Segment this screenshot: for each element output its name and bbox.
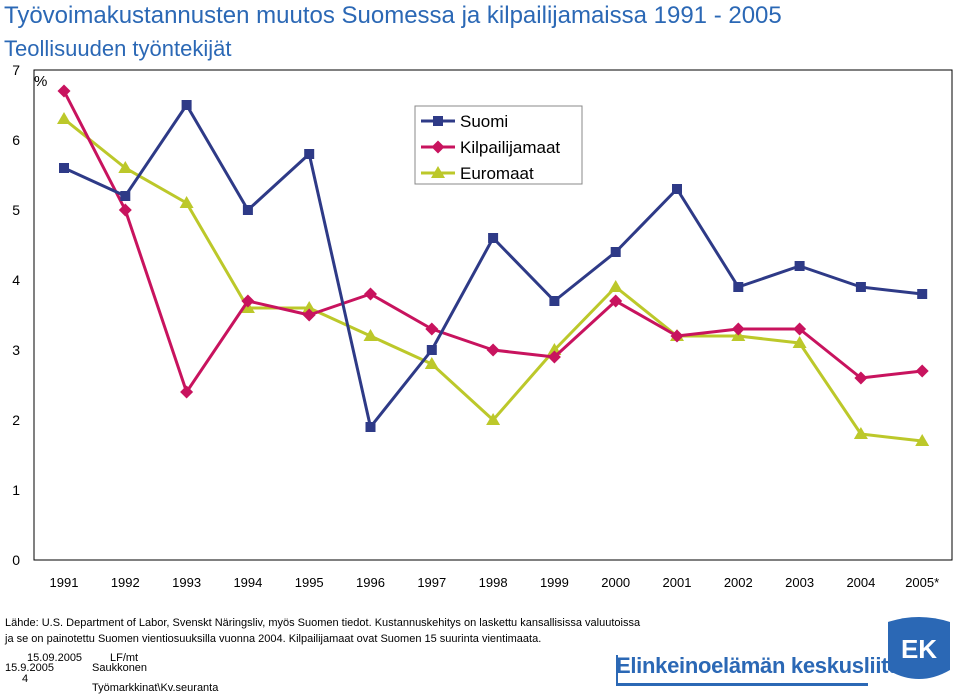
x-tick-label: 1996 [356, 575, 385, 590]
data-point [853, 427, 868, 439]
data-point [120, 191, 131, 201]
data-point [793, 322, 807, 336]
line-chart: 0 1 2 3 4 5 6 7% 1991 1992 1993 1994 1995 1996 1997 19… [12, 62, 953, 590]
footer-page-number: 4 [22, 673, 29, 685]
data-point [917, 289, 928, 299]
series-kilpailijamaat [57, 84, 929, 399]
data-point [733, 282, 744, 292]
data-point [242, 205, 253, 215]
y-tick-label: 0 [12, 552, 20, 568]
plot-area-frame [33, 69, 953, 561]
data-point [304, 149, 315, 159]
data-point [854, 371, 868, 385]
data-point [915, 364, 929, 378]
data-point [363, 329, 378, 341]
data-point [670, 329, 684, 343]
data-point [549, 296, 560, 306]
source-note: Lähde: U.S. Department of Labor, Svenskt… [5, 617, 641, 645]
data-point [425, 322, 439, 336]
x-tick-label: 2002 [724, 575, 753, 590]
ek-logo-mark: EK [901, 634, 937, 664]
x-tick-label: 1993 [172, 575, 201, 590]
data-point [302, 308, 316, 322]
data-point [424, 357, 439, 369]
footer-author-code: LF/mt [110, 652, 139, 664]
data-point [672, 184, 682, 194]
legend-marker [433, 116, 443, 126]
x-tick-label: 1992 [111, 575, 140, 590]
legend-label: Kilpailijamaat [460, 138, 560, 157]
legend-marker [431, 140, 445, 154]
y-tick-label: 2 [12, 412, 20, 428]
data-point [241, 294, 255, 308]
x-tick-label: 2004 [846, 575, 875, 590]
x-tick-label: 1997 [417, 575, 446, 590]
y-tick-label: 5 [12, 202, 20, 218]
y-tick-label: 7 [12, 62, 20, 78]
y-tick-label: 1 [12, 482, 20, 498]
y-tick-label: 4 [12, 272, 20, 288]
y-tick-label: 3 [12, 342, 20, 358]
footer-author: Saukkonen [92, 662, 148, 674]
x-tick-label: 2001 [663, 575, 692, 590]
data-point [608, 280, 623, 292]
data-point [59, 163, 69, 173]
legend-label: Euromaat [460, 164, 534, 183]
data-point [57, 112, 71, 124]
data-point [610, 247, 621, 257]
data-point [180, 385, 194, 399]
data-point [181, 100, 192, 110]
legend-label: Suomi [460, 112, 508, 131]
y-tick-label: 6 [12, 132, 20, 148]
organization-name: Elinkeinoelämän keskusliitto [616, 653, 909, 678]
data-point [426, 345, 437, 355]
data-point [302, 301, 317, 313]
y-axis-label: % [34, 73, 47, 90]
data-point [179, 196, 194, 208]
logo-tick [616, 655, 618, 683]
data-point [855, 282, 866, 292]
data-point [794, 261, 805, 271]
x-tick-label: 2003 [785, 575, 814, 590]
data-point [915, 434, 930, 446]
x-tick-label: 1998 [479, 575, 508, 590]
data-point [365, 422, 376, 432]
series-euromaat [57, 112, 930, 446]
chart-title: Työvoimakustannusten muutos Suomessa ja … [4, 2, 782, 29]
x-tick-label: 1999 [540, 575, 569, 590]
data-point [731, 322, 745, 336]
x-tick-label: 1994 [233, 575, 262, 590]
logo-underline [616, 683, 868, 686]
footer-date-short: 15.9.2005 [5, 662, 54, 674]
data-point [609, 294, 623, 308]
data-point [486, 413, 501, 425]
data-point [486, 343, 500, 357]
data-point [118, 161, 133, 173]
x-tick-label: 2005* [905, 575, 939, 590]
legend-marker [431, 166, 445, 178]
data-point [488, 233, 499, 243]
x-tick-label: 1995 [295, 575, 324, 590]
footer-date: 15.09.2005 [27, 652, 83, 664]
series-suomi [59, 100, 928, 432]
data-point [792, 336, 807, 348]
data-point [57, 84, 71, 98]
data-point [547, 350, 561, 364]
data-point [364, 287, 377, 301]
footer-file-path: Työmarkkinat\Kv.seuranta [92, 682, 219, 694]
x-tick-label: 2000 [601, 575, 630, 590]
chart-subtitle: Teollisuuden työntekijät [4, 36, 232, 61]
ek-logo: EK [888, 617, 950, 679]
x-tick-label: 1991 [50, 575, 79, 590]
ek-logo-shield [888, 617, 950, 679]
data-point [118, 203, 132, 217]
